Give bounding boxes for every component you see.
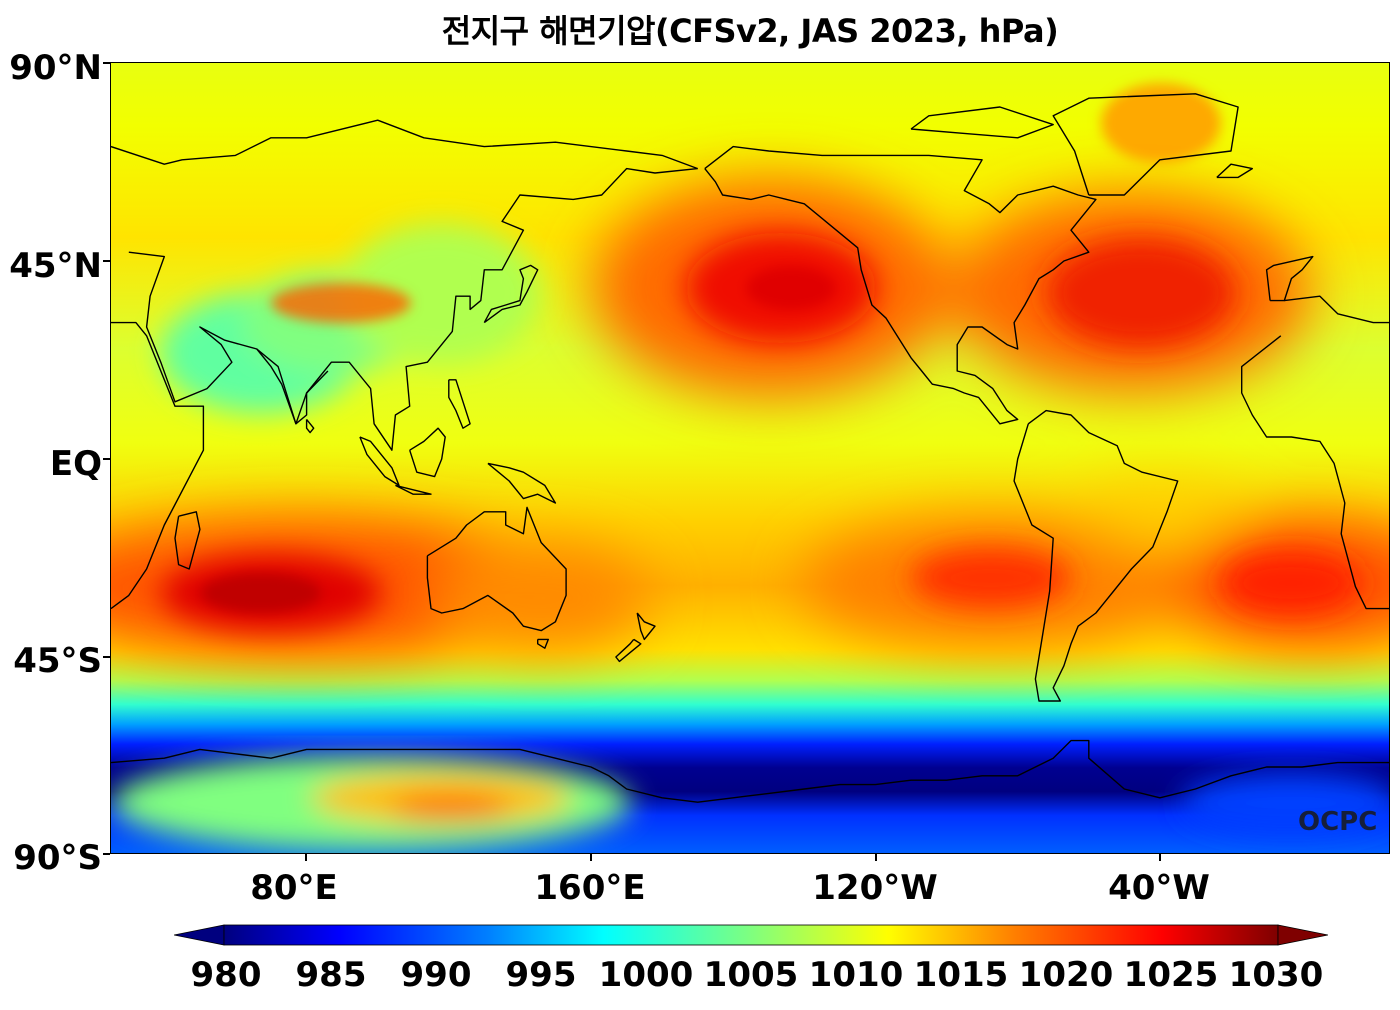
lon-tick xyxy=(1159,854,1161,861)
coast-iceland xyxy=(1216,163,1253,179)
colorbar-tick-label: 980 xyxy=(190,955,262,995)
lat-tick xyxy=(103,853,110,855)
lat-label-45n: 45°N xyxy=(9,246,102,286)
lon-label-40w: 40°W xyxy=(1108,868,1210,908)
colorbar-tick-label: 1020 xyxy=(1018,955,1114,995)
coast-philippines xyxy=(448,379,471,429)
coast-new-zealand-north xyxy=(636,612,656,641)
colorbar-tick-label: 1005 xyxy=(703,955,799,995)
lat-tick xyxy=(103,656,110,658)
lat-tick xyxy=(103,260,110,262)
coast-africa-west xyxy=(1284,295,1389,324)
lat-tick xyxy=(103,62,110,64)
lon-label-120w: 120°W xyxy=(812,868,938,908)
colorbar-tick-label: 1000 xyxy=(598,955,694,995)
colorbar-low-extend xyxy=(174,924,225,946)
pressure-center-highlights xyxy=(201,266,836,613)
coast-japan xyxy=(483,264,539,324)
coast-australia xyxy=(426,506,567,632)
lat-label-90s: 90°S xyxy=(13,838,102,878)
colorbar-tick-label: 1030 xyxy=(1228,955,1324,995)
coast-eurasia-arctic-coast xyxy=(111,119,698,170)
colorbar-high-extend xyxy=(1277,924,1328,946)
coast-madagascar xyxy=(174,511,201,570)
coast-new-zealand-south xyxy=(615,638,642,663)
coast-africa-east-coast xyxy=(111,321,205,610)
colorbar-tick-label: 995 xyxy=(505,955,577,995)
coast-tasmania xyxy=(537,638,549,649)
lon-tick xyxy=(875,854,877,861)
lat-label-eq: EQ xyxy=(49,444,102,484)
coast-antarctica xyxy=(111,739,1389,803)
colorbar-gradient xyxy=(223,924,1279,946)
coastlines xyxy=(111,93,1389,803)
colorbar-tick-label: 1010 xyxy=(808,955,904,995)
lon-label-80e: 80°E xyxy=(250,868,338,908)
coast-eurasia-south-coast xyxy=(128,167,698,451)
lon-tick xyxy=(305,854,307,861)
lat-tick xyxy=(103,458,110,460)
colorbar-tick-label: 990 xyxy=(400,955,472,995)
coast-new-guinea xyxy=(487,462,557,504)
coast-greenland xyxy=(1052,93,1239,196)
lat-label-90n: 90°N xyxy=(9,48,102,88)
coast-africa-west-coast xyxy=(1241,335,1389,610)
lat-label-45s: 45°S xyxy=(13,641,102,681)
tibet-highs xyxy=(271,83,1221,323)
colorbar-tick-label: 985 xyxy=(295,955,367,995)
sea-level-pressure-map xyxy=(110,62,1390,854)
pressure-highs xyxy=(111,178,1389,658)
lon-tick xyxy=(590,854,592,861)
coast-north-america xyxy=(704,145,1097,425)
ocpc-watermark: OCPC xyxy=(1298,807,1378,837)
coast-south-america xyxy=(1013,409,1179,702)
coast-europe-west xyxy=(1265,255,1314,302)
colorbar xyxy=(174,924,1328,946)
colorbar-tick-label: 1025 xyxy=(1123,955,1219,995)
coast-sumatra xyxy=(359,436,400,487)
lon-label-160e: 160°E xyxy=(534,868,646,908)
antarctic-plateau xyxy=(111,755,1389,851)
coast-arctic-canada-islands xyxy=(910,106,1054,139)
coast-borneo xyxy=(409,427,446,478)
coast-india xyxy=(256,348,329,425)
colorbar-tick-label: 1015 xyxy=(913,955,1009,995)
chart-title: 전지구 해면기압(CFSv2, JAS 2023, hPa) xyxy=(441,12,1059,50)
coast-java xyxy=(395,484,432,495)
coast-sri-lanka xyxy=(305,418,315,434)
